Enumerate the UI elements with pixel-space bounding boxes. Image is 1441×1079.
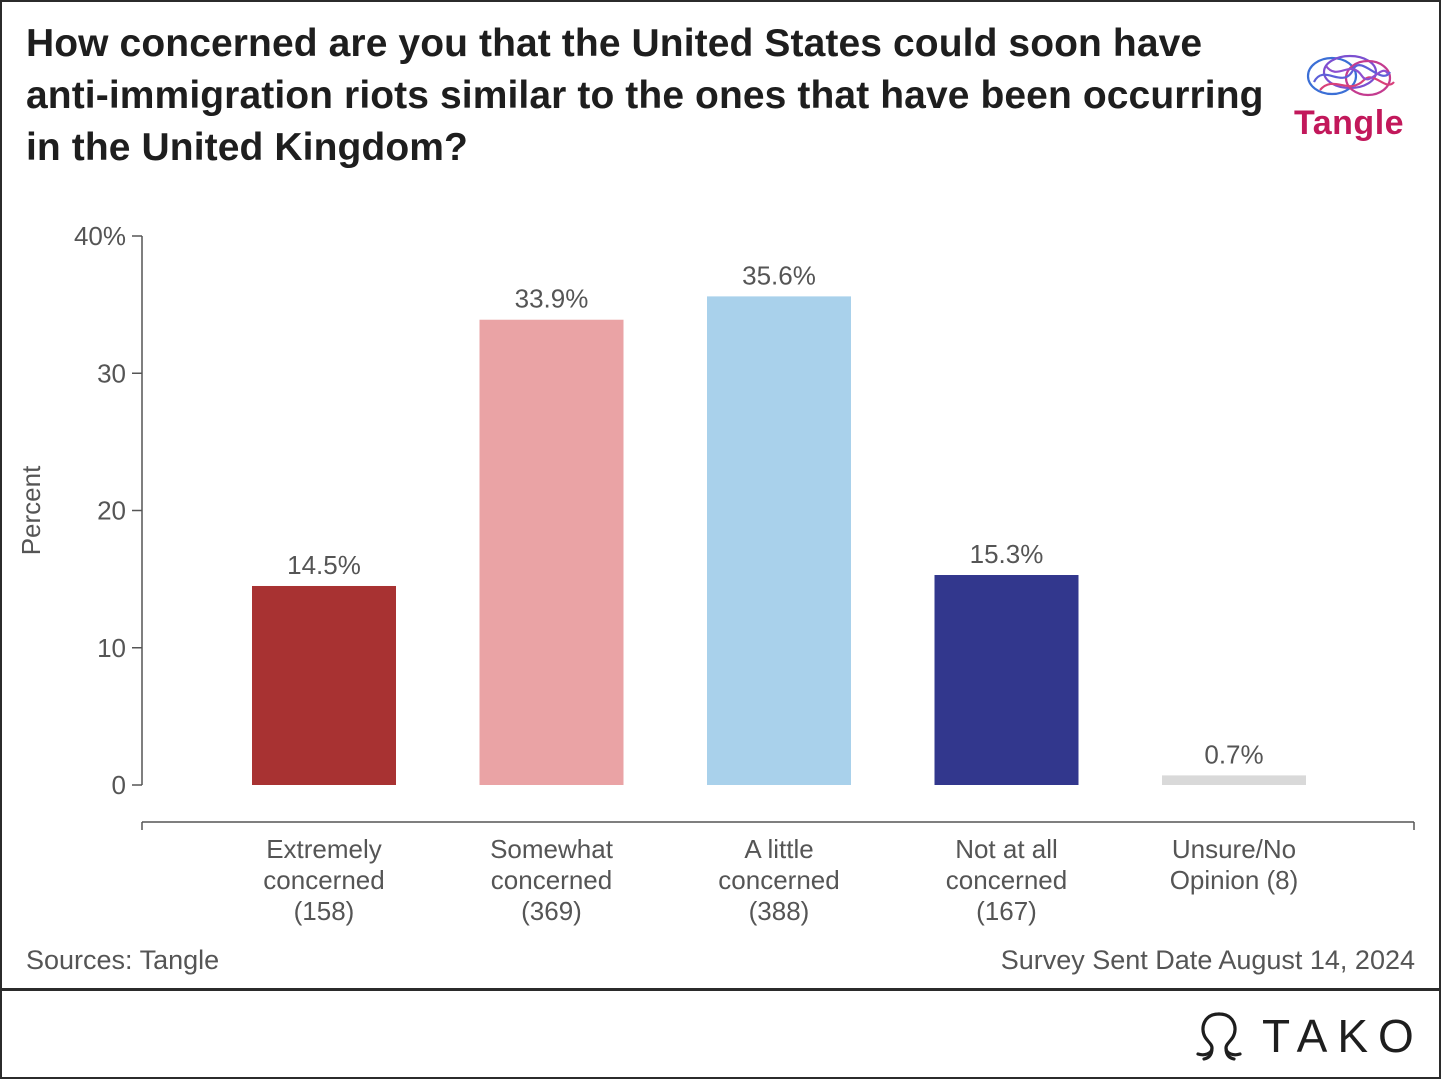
x-tick-label: Unsure/No <box>1172 834 1296 864</box>
x-tick-label: Not at all <box>955 834 1058 864</box>
tangle-logo-text: Tangle <box>1294 104 1405 142</box>
x-tick-label: (167) <box>976 896 1037 926</box>
y-tick-label: 10 <box>97 633 126 663</box>
y-tick-label: 40% <box>74 221 126 251</box>
tako-octopus-icon <box>1196 1012 1242 1061</box>
x-tick-label: A little <box>744 834 813 864</box>
bar-value-label: 0.7% <box>1204 739 1263 769</box>
bar <box>252 585 396 785</box>
y-axis-label: Percent <box>16 465 46 555</box>
x-tick-label: concerned <box>946 865 1067 895</box>
bar <box>934 575 1079 785</box>
x-tick-label: concerned <box>263 865 384 895</box>
tako-brand: TAKO <box>1190 1008 1424 1064</box>
footer-divider <box>0 988 1441 991</box>
x-tick-label: (369) <box>521 896 582 926</box>
tako-wordmark: TAKO <box>1262 1010 1424 1062</box>
x-tick-label: Somewhat <box>490 834 614 864</box>
x-tick-label: (388) <box>749 896 810 926</box>
x-tick-label: concerned <box>491 865 612 895</box>
x-tick-label: concerned <box>718 865 839 895</box>
bar <box>1162 775 1306 785</box>
source-note: Sources: Tangle <box>26 945 220 975</box>
bar-value-label: 33.9% <box>515 284 589 314</box>
x-tick-label: Extremely <box>266 834 382 864</box>
x-tick-label: Opinion (8) <box>1170 865 1299 895</box>
brain-icon <box>1306 54 1395 97</box>
y-tick-label: 30 <box>97 358 126 388</box>
bar <box>479 319 624 785</box>
survey-date: Survey Sent Date August 14, 2024 <box>1000 945 1415 975</box>
bar-chart: 010203040%Percent14.5%Extremelyconcerned… <box>16 221 1415 926</box>
bar-value-label: 14.5% <box>287 550 361 580</box>
y-tick-label: 20 <box>97 496 126 526</box>
bar-value-label: 35.6% <box>742 260 816 290</box>
x-tick-label: (158) <box>294 896 355 926</box>
y-tick-label: 0 <box>112 770 126 800</box>
bar <box>707 296 851 785</box>
bar-value-label: 15.3% <box>970 539 1044 569</box>
chart-title: How concerned are you that the United St… <box>26 22 1264 169</box>
